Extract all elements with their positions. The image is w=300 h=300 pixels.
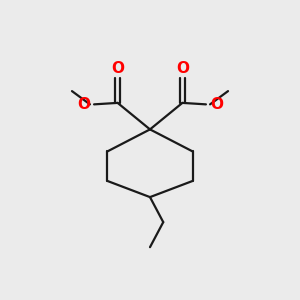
Text: O: O (210, 97, 223, 112)
Text: O: O (176, 61, 189, 76)
Text: O: O (111, 61, 124, 76)
Text: O: O (77, 97, 90, 112)
